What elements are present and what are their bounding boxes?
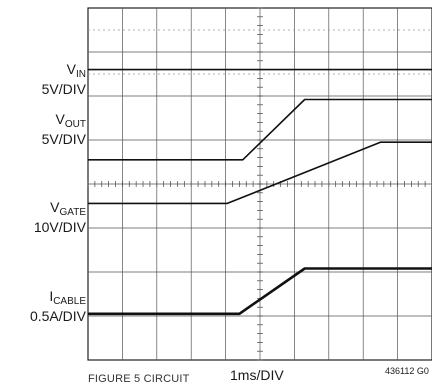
- icable-sub: CABLE: [53, 296, 86, 307]
- vin-label: VIN 5V/DIV: [42, 62, 86, 97]
- icable-trace: [88, 267, 432, 316]
- vgate-trace: [88, 141, 432, 205]
- figure-code: 436112 G0: [385, 366, 429, 376]
- vout-scale: 5V/DIV: [41, 131, 86, 147]
- vin-name: V: [66, 61, 76, 77]
- icable-name: I: [49, 288, 54, 304]
- figure-caption: FIGURE 5 CIRCUIT: [88, 373, 190, 385]
- vin-scale: 5V/DIV: [41, 81, 86, 97]
- vgate-sub: GATE: [59, 207, 86, 218]
- vin-sub: IN: [76, 69, 86, 80]
- x-scale-label: 1ms/DIV: [230, 367, 284, 383]
- vout-label: VOUT 5V/DIV: [42, 112, 86, 147]
- icable-scale: 0.5A/DIV: [29, 308, 86, 324]
- vgate-label: VGATE 10V/DIV: [34, 200, 86, 235]
- vgate-name: V: [50, 199, 60, 215]
- vgate-scale: 10V/DIV: [33, 219, 86, 235]
- icable-label: ICABLE 0.5A/DIV: [30, 289, 86, 324]
- vout-trace: [88, 98, 432, 161]
- vout-sub: OUT: [64, 119, 86, 130]
- vout-name: V: [55, 111, 65, 127]
